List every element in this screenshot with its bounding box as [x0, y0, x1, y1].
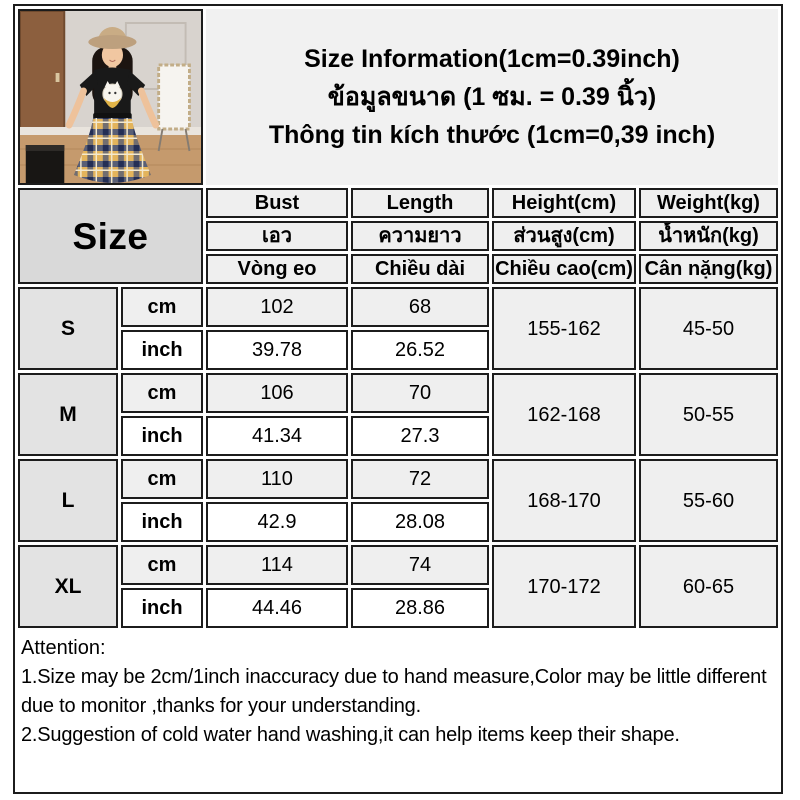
- row-s-bust-cm: 102: [206, 287, 348, 327]
- row-xl-length-cm: 74: [351, 545, 489, 585]
- row-l-length-inch: 28.08: [351, 502, 489, 542]
- black-box: [25, 145, 65, 183]
- header-weight-en: Weight(kg): [639, 188, 778, 218]
- row-s-size-label: S: [18, 287, 118, 370]
- row-s-unit-inch: inch: [121, 330, 203, 370]
- row-xl-size-label: XL: [18, 545, 118, 628]
- row-xl-bust-inch: 44.46: [206, 588, 348, 628]
- row-s-bust-inch: 39.78: [206, 330, 348, 370]
- attention-note-2: 2.Suggestion of cold water hand washing,…: [21, 724, 680, 746]
- row-s-unit-cm: cm: [121, 287, 203, 327]
- row-m-unit-inch: inch: [121, 416, 203, 456]
- header-bust-vi: Vòng eo: [206, 254, 348, 284]
- title-line-vi: Thông tin kích thước (1cm=0,39 inch): [268, 120, 716, 149]
- model-photo: [20, 11, 201, 183]
- attention-section: Attention: 1.Size may be 2cm/1inch inacc…: [15, 631, 781, 753]
- row-xl-unit-inch: inch: [121, 588, 203, 628]
- row-xl-length-inch: 28.86: [351, 588, 489, 628]
- row-s-weight: 45-50: [639, 287, 778, 370]
- row-m-size-label: M: [18, 373, 118, 456]
- size-chart-sheet: Size Information(1cm=0.39inch) ข้อมูลขนา…: [13, 4, 783, 794]
- row-xl-weight: 60-65: [639, 545, 778, 628]
- header-height-en: Height(cm): [492, 188, 636, 218]
- header-length-en: Length: [351, 188, 489, 218]
- title-line-en: Size Information(1cm=0.39inch): [304, 44, 680, 73]
- header-weight-vi: Cân nặng(kg): [639, 254, 778, 284]
- face: [101, 43, 124, 67]
- row-m-unit-cm: cm: [121, 373, 203, 413]
- row-s-length-cm: 68: [351, 287, 489, 327]
- title-line-th: ข้อมูลขนาด (1 ซม. = 0.39 นิ้ว): [327, 82, 657, 111]
- row-l-size-label: L: [18, 459, 118, 542]
- header-bust-th: เอว: [206, 221, 348, 251]
- title-block: Size Information(1cm=0.39inch) ข้อมูลขนา…: [206, 9, 778, 185]
- row-l-unit-cm: cm: [121, 459, 203, 499]
- attention-heading: Attention:: [21, 637, 106, 659]
- row-xl-height: 170-172: [492, 545, 636, 628]
- row-m-bust-cm: 106: [206, 373, 348, 413]
- corner-size-label: Size: [18, 188, 203, 284]
- row-m-height: 162-168: [492, 373, 636, 456]
- row-m-weight: 50-55: [639, 373, 778, 456]
- right-arm: [137, 87, 160, 129]
- row-s-length-inch: 26.52: [351, 330, 489, 370]
- row-m-length-inch: 27.3: [351, 416, 489, 456]
- row-l-bust-inch: 42.9: [206, 502, 348, 542]
- size-table: Size Information(1cm=0.39inch) ข้อมูลขนา…: [15, 6, 781, 631]
- header-height-vi: Chiều cao(cm): [492, 254, 636, 284]
- header-height-th: ส่วนสูง(cm): [492, 221, 636, 251]
- product-photo-cell: [18, 9, 203, 185]
- header-length-th: ความยาว: [351, 221, 489, 251]
- hat-brim: [88, 35, 137, 49]
- row-xl-unit-cm: cm: [121, 545, 203, 585]
- row-l-height: 168-170: [492, 459, 636, 542]
- header-weight-th: น้ำหนัก(kg): [639, 221, 778, 251]
- row-l-bust-cm: 110: [206, 459, 348, 499]
- plaid-skirt: [73, 118, 151, 183]
- model: [65, 27, 160, 183]
- header-bust-en: Bust: [206, 188, 348, 218]
- row-s-height: 155-162: [492, 287, 636, 370]
- door-handle: [55, 73, 60, 82]
- header-length-vi: Chiều dài: [351, 254, 489, 284]
- row-l-length-cm: 72: [351, 459, 489, 499]
- row-l-weight: 55-60: [639, 459, 778, 542]
- mirror: [157, 63, 191, 131]
- attention-note-1: 1.Size may be 2cm/1inch inaccuracy due t…: [21, 666, 767, 717]
- row-m-length-cm: 70: [351, 373, 489, 413]
- row-l-unit-inch: inch: [121, 502, 203, 542]
- row-xl-bust-cm: 114: [206, 545, 348, 585]
- left-arm: [65, 87, 87, 129]
- row-m-bust-inch: 41.34: [206, 416, 348, 456]
